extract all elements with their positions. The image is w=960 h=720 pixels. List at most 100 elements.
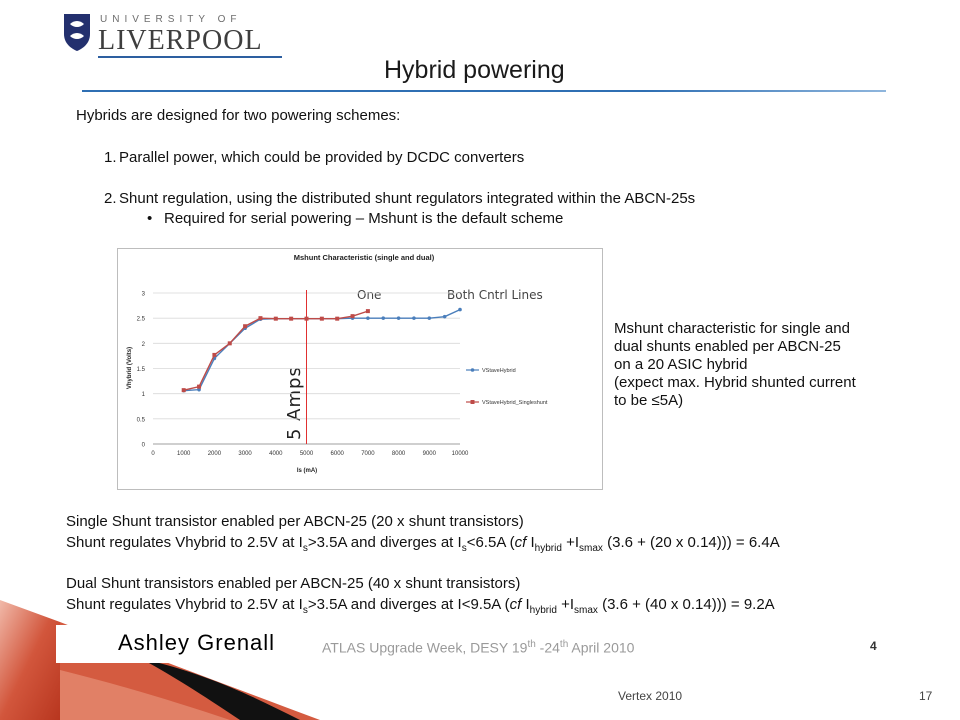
subscript: s xyxy=(302,605,308,616)
subscript: smax xyxy=(579,543,603,554)
data-point xyxy=(197,387,201,392)
data-point xyxy=(427,316,432,320)
side-note-line-3: on a 20 ASIC hybrid xyxy=(614,356,748,373)
data-point xyxy=(381,316,386,320)
crest-icon xyxy=(64,14,90,51)
footer-vertex: Vertex 2010 xyxy=(618,689,683,703)
list-item-2-num: 2. xyxy=(104,190,117,207)
text-part: I xyxy=(521,596,530,613)
y-tick-label: 0.5 xyxy=(137,417,146,423)
side-note-line-4: (expect max. Hybrid shunted current xyxy=(614,374,856,391)
title-rule xyxy=(82,90,886,92)
text-italic: cf xyxy=(514,534,527,551)
y-tick-label: 1.5 xyxy=(137,367,146,373)
list-item-2: Shunt regulation, using the distributed … xyxy=(119,190,696,207)
list-item-1-num: 1. xyxy=(104,149,117,166)
data-point xyxy=(458,307,462,312)
logo-name: LIVERPOOL xyxy=(98,25,263,56)
slide-number: 17 xyxy=(919,689,933,703)
text-part: <6.5A ( xyxy=(466,534,515,551)
text-part: >3.5A and diverges at I xyxy=(307,534,462,551)
annotation-both-cntrl-lines: Both Cntrl Lines xyxy=(447,288,543,302)
slide-title: Hybrid powering xyxy=(384,56,565,84)
side-note-line-5: to be ≤5A) xyxy=(614,392,684,409)
subscript: hybrid xyxy=(534,543,562,554)
text-part: (3.6 + (20 x 0.14))) = 6.4A xyxy=(602,534,780,551)
x-tick-label: 4000 xyxy=(269,451,283,457)
data-point xyxy=(243,324,248,329)
data-point xyxy=(227,341,232,346)
data-point xyxy=(350,314,355,319)
text-part: I xyxy=(526,534,535,551)
single-shunt-line-2: Shunt regulates Vhybrid to 2.5V at Is>3.… xyxy=(66,534,780,554)
text-part: April 2010 xyxy=(568,639,635,656)
data-point xyxy=(181,388,186,393)
text-part: +I xyxy=(561,534,580,551)
dual-shunt-line-2: Shunt regulates Vhybrid to 2.5V at Is>3.… xyxy=(66,596,775,616)
text-part: Shunt regulates Vhybrid to 2.5V at I xyxy=(66,534,303,551)
subscript: hybrid xyxy=(529,605,557,616)
annotation-one: One xyxy=(357,288,381,302)
superscript: th xyxy=(559,639,569,650)
x-tick-label: 8000 xyxy=(392,451,406,457)
text-part: (3.6 + (40 x 0.14))) = 9.2A xyxy=(597,596,775,613)
y-tick-label: 3 xyxy=(142,292,146,298)
data-point xyxy=(304,316,309,321)
superscript: th xyxy=(527,639,536,650)
decorative-swoosh xyxy=(0,600,320,720)
text-part: Shunt regulates Vhybrid to 2.5V at I xyxy=(66,596,303,613)
y-tick-label: 0 xyxy=(142,443,146,449)
x-tick-label: 5000 xyxy=(300,451,314,457)
subscript: s xyxy=(302,543,308,554)
conference-label: ATLAS Upgrade Week, DESY 19th -24th Apri… xyxy=(322,639,634,656)
text-part: >3.5A and diverges at I<9.5A ( xyxy=(307,596,510,613)
logo-underline xyxy=(98,56,282,58)
x-tick-label: 6000 xyxy=(331,451,345,457)
text-italic: cf xyxy=(509,596,522,613)
text-part: -24 xyxy=(535,639,560,656)
data-point xyxy=(396,316,401,320)
x-tick-label: 2000 xyxy=(208,451,222,457)
x-tick-label: 10000 xyxy=(452,451,469,457)
text-part: +I xyxy=(556,596,575,613)
list-sub-item: Required for serial powering – Mshunt is… xyxy=(164,210,564,227)
x-tick-label: 3000 xyxy=(238,451,252,457)
legend-label: VStaveHybrid xyxy=(482,368,516,374)
legend-marker xyxy=(470,400,475,404)
data-point xyxy=(335,316,340,321)
data-point xyxy=(412,316,416,320)
data-point xyxy=(212,352,217,357)
y-tick-label: 2 xyxy=(142,342,146,348)
x-tick-label: 7000 xyxy=(361,451,375,457)
author-name: Ashley Grenall xyxy=(118,630,276,655)
list-item-1: Parallel power, which could be provided … xyxy=(119,149,525,166)
subscript: smax xyxy=(574,605,598,616)
data-point xyxy=(289,316,294,321)
series-line xyxy=(183,308,461,392)
x-tick-label: 1000 xyxy=(177,451,191,457)
text-part: ATLAS Upgrade Week, DESY 19 xyxy=(322,639,528,656)
intro-text: Hybrids are designed for two powering sc… xyxy=(76,107,401,124)
data-point xyxy=(442,314,447,319)
single-shunt-line-1: Single Shunt transistor enabled per ABCN… xyxy=(66,513,524,530)
logo-top-line: UNIVERSITY OF xyxy=(100,14,242,25)
data-point xyxy=(273,316,278,321)
x-tick-label: 0 xyxy=(151,451,155,457)
data-point xyxy=(197,384,202,389)
side-note-line-1: Mshunt characteristic for single and xyxy=(614,320,850,337)
footer-band xyxy=(56,625,890,663)
mshunt-chart: Mshunt Characteristic (single and dual) … xyxy=(127,253,548,474)
dual-shunt-line-1: Dual Shunt transistors enabled per ABCN-… xyxy=(66,575,521,592)
data-point xyxy=(365,309,370,314)
university-logo: UNIVERSITY OF LIVERPOOL xyxy=(62,12,282,58)
bullet-icon: • xyxy=(147,210,153,227)
y-tick-label: 2.5 xyxy=(137,317,146,323)
y-tick-label: 1 xyxy=(142,392,146,398)
annotation-5-amps: 5 Amps xyxy=(284,366,305,440)
chart-y-axis-label: Vhybrid (Volts) xyxy=(127,347,133,389)
subscript: s xyxy=(461,543,467,554)
conference-page-number: 4 xyxy=(870,639,877,653)
x-tick-label: 9000 xyxy=(423,451,437,457)
chart-title: Mshunt Characteristic (single and dual) xyxy=(294,253,435,262)
chart-x-axis-label: Is (mA) xyxy=(297,468,317,474)
